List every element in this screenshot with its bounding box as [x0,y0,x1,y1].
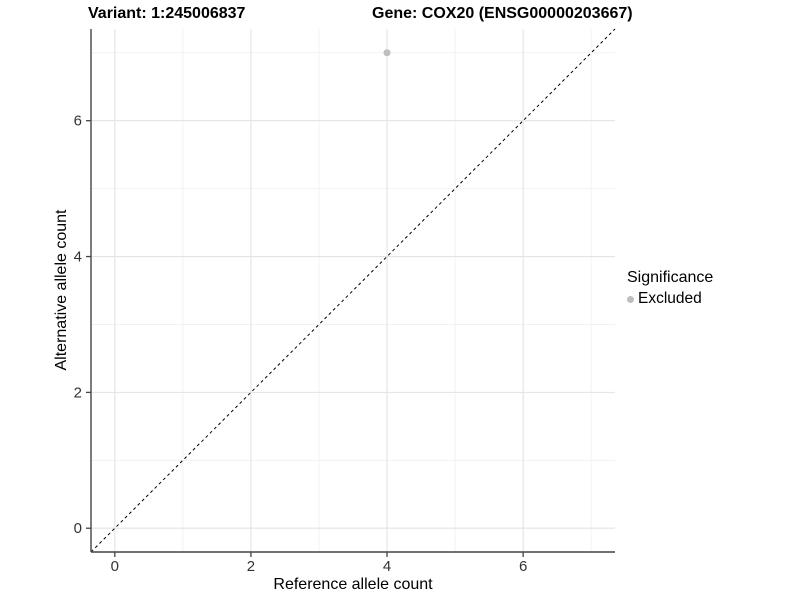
y-tick-label: 6 [74,113,82,130]
legend-item-excluded: Excluded [627,290,713,308]
identity-line [90,28,616,553]
x-tick-label: 0 [111,558,119,575]
legend-item-label: Excluded [638,290,702,307]
legend-marker-excluded-icon [627,295,634,303]
y-axis-title: Alternative allele count [53,209,70,371]
title-variant: Variant: 1:245006837 [88,5,246,22]
x-axis-title: Reference allele count [273,576,433,593]
x-tick-label: 6 [519,558,527,575]
legend: Significance Excluded [627,269,713,308]
x-tick-label: 4 [383,558,391,575]
y-tick-label: 0 [74,520,82,537]
title-gene: Gene: COX20 (ENSG00000203667) [372,5,633,22]
legend-title: Significance [627,269,714,286]
y-tick-label: 2 [74,384,82,401]
data-point [383,49,391,57]
y-tick-label: 4 [74,249,82,266]
x-tick-label: 2 [247,558,255,575]
